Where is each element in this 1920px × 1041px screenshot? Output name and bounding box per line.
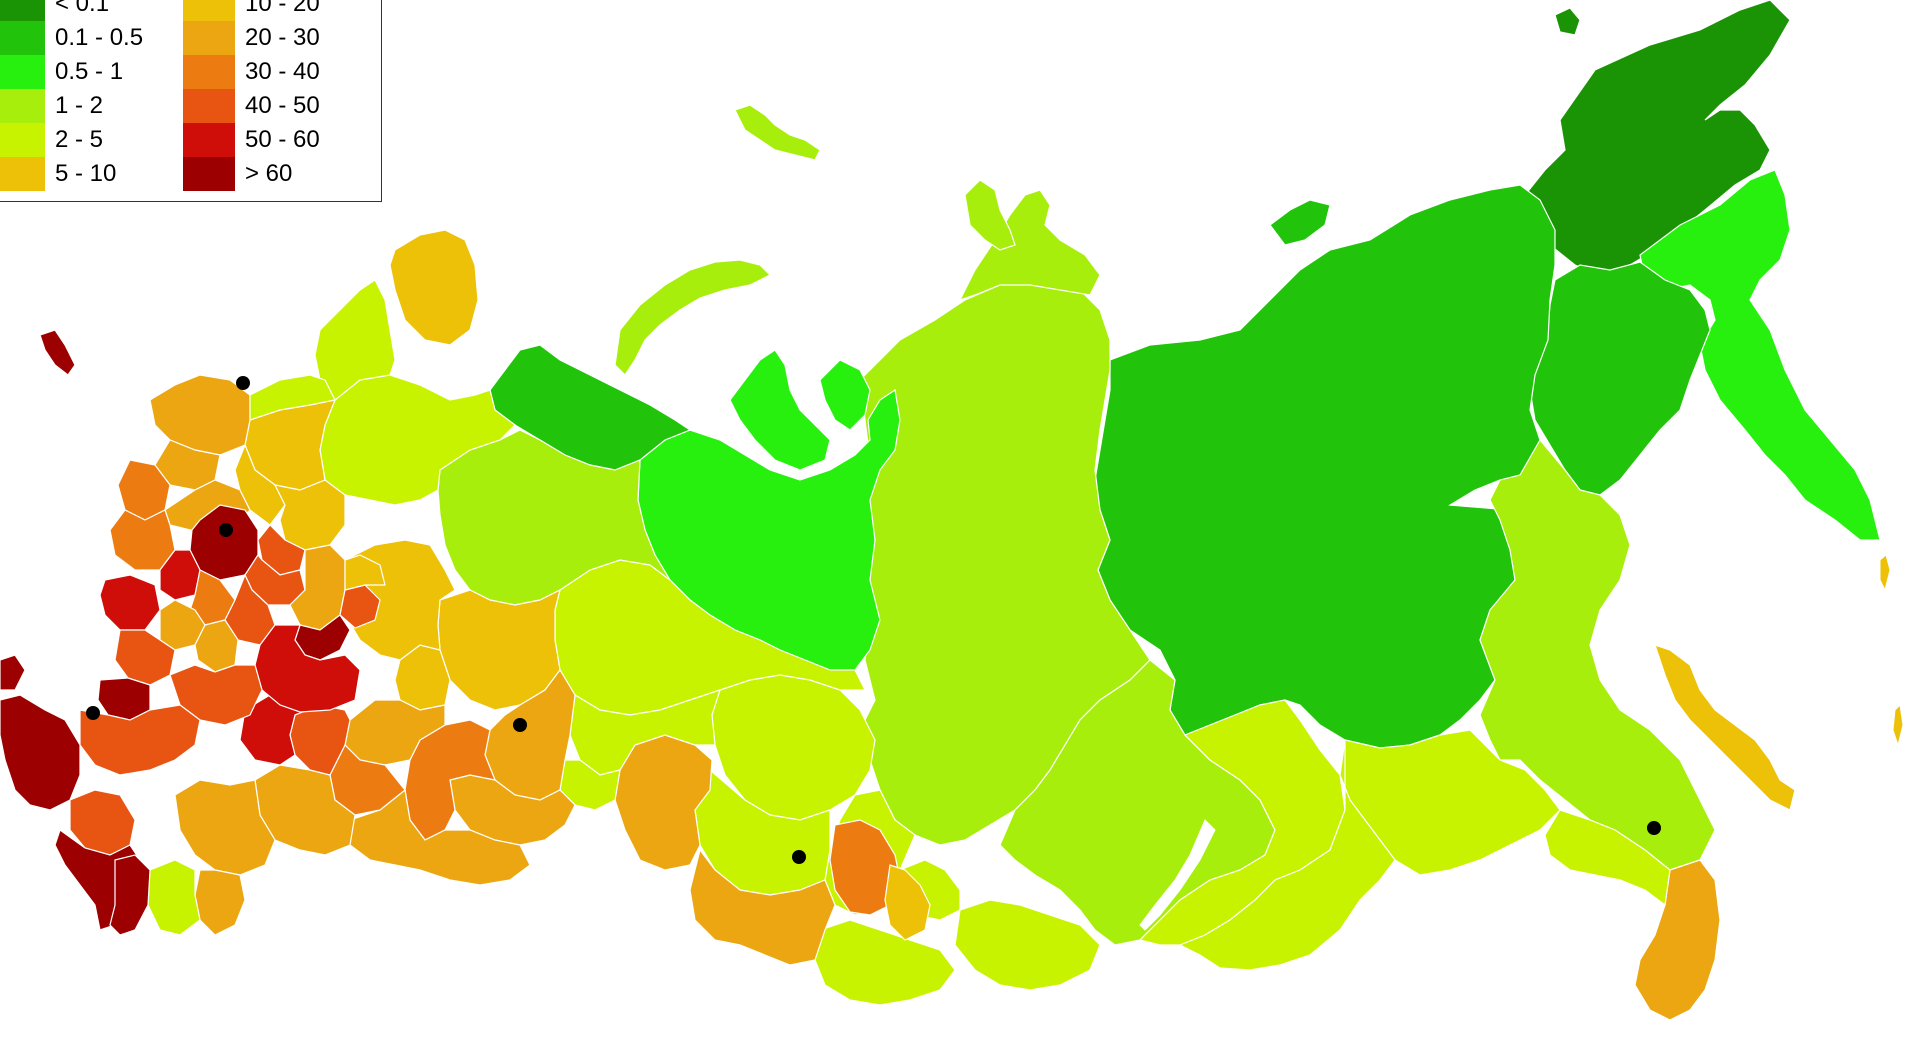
lake-baikal — [1139, 819, 1216, 931]
legend-label: < 0.1 — [55, 0, 110, 17]
legend-swatch — [0, 21, 45, 55]
legend-item: 10 - 20 — [183, 0, 383, 21]
legend-item: < 0.1 — [0, 0, 193, 21]
legend-label: 50 - 60 — [245, 126, 320, 153]
region-kaliningrad — [39, 329, 76, 376]
region-krasnodar — [0, 694, 81, 811]
legend-swatch — [183, 21, 235, 55]
region-kuril — [1879, 554, 1891, 592]
region-altai-krai — [689, 848, 836, 966]
legend-item: 30 - 40 — [183, 55, 383, 89]
region-murmansk — [389, 229, 479, 346]
legend-swatch — [183, 157, 235, 191]
region-tuva — [954, 899, 1101, 991]
region-wrangel — [1554, 7, 1581, 36]
region-novosibirsk-dot-area — [884, 864, 931, 941]
region-karelia-lower — [249, 374, 336, 421]
city-marker — [86, 706, 100, 720]
city-marker — [1647, 821, 1661, 835]
region-group-far-east — [1524, 0, 1881, 541]
legend-label: 5 - 10 — [55, 160, 117, 187]
legend-label: 0.1 - 0.5 — [55, 24, 144, 51]
legend-item: 50 - 60 — [183, 123, 383, 157]
legend-swatch — [183, 89, 235, 123]
legend-swatch — [0, 0, 45, 21]
region-new-siberian-islands — [1269, 199, 1331, 246]
legend-label: 10 - 20 — [245, 0, 320, 17]
region-gydan — [819, 359, 871, 431]
city-markers — [86, 376, 1661, 864]
region-volgograd — [174, 779, 276, 876]
region-kamchatka — [1639, 169, 1881, 541]
region-novaya-zemlya — [614, 259, 772, 376]
region-jewish — [1544, 809, 1671, 907]
region-rostov — [79, 704, 201, 776]
region-yamal-peninsula — [729, 349, 831, 471]
legend-label: 2 - 5 — [55, 126, 104, 153]
region-leningrad — [149, 374, 251, 456]
region-crimea — [0, 654, 26, 691]
legend-label: 20 - 30 — [245, 24, 320, 51]
legend-label: 30 - 40 — [245, 58, 320, 85]
region-franz-josef — [734, 104, 821, 161]
region-omsk — [614, 734, 713, 871]
region-kaluga — [159, 549, 201, 601]
legend-item: 20 - 30 — [183, 21, 383, 55]
legend-swatch — [0, 89, 45, 123]
city-marker — [219, 523, 233, 537]
region-bryansk — [99, 574, 161, 631]
legend-item: 0.1 - 0.5 — [0, 21, 193, 55]
region-altai-republic — [814, 919, 956, 1006]
city-marker — [792, 850, 806, 864]
legend-swatch — [183, 55, 235, 89]
legend-item: 0.5 - 1 — [0, 55, 193, 89]
region-astrakhan — [194, 869, 246, 936]
legend-swatch — [0, 55, 45, 89]
legend-item: 5 - 10 — [0, 157, 193, 191]
region-kalmykia — [147, 859, 201, 936]
region-orenburg — [349, 788, 531, 886]
region-kostroma — [273, 479, 346, 551]
region-dagestan — [109, 854, 151, 936]
region-mari — [344, 554, 386, 591]
legend-label: 0.5 - 1 — [55, 58, 124, 85]
legend-label: 40 - 50 — [245, 92, 320, 119]
region-komi — [437, 429, 671, 606]
region-primorye — [1634, 859, 1721, 1021]
legend-item: 2 - 5 — [0, 123, 193, 157]
city-marker — [513, 718, 527, 732]
legend-swatch — [183, 123, 235, 157]
region-zabaykalsky — [1178, 739, 1396, 971]
region-severnaya-zemlya — [964, 179, 1016, 251]
legend-swatch — [183, 0, 235, 21]
legend-item: > 60 — [183, 157, 383, 191]
map-legend: < 0.1 0.1 - 0.5 0.5 - 1 1 - 2 2 - 5 5 - … — [0, 0, 382, 202]
region-sakhalin — [1654, 644, 1796, 811]
city-marker — [236, 376, 250, 390]
region-smolensk — [109, 509, 176, 571]
legend-swatch — [0, 157, 45, 191]
legend-item: 40 - 50 — [183, 89, 383, 123]
legend-label: 1 - 2 — [55, 92, 104, 119]
region-kuril-2 — [1892, 703, 1904, 747]
legend-swatch — [0, 123, 45, 157]
legend-item: 1 - 2 — [0, 89, 193, 123]
legend-label: > 60 — [245, 160, 293, 187]
